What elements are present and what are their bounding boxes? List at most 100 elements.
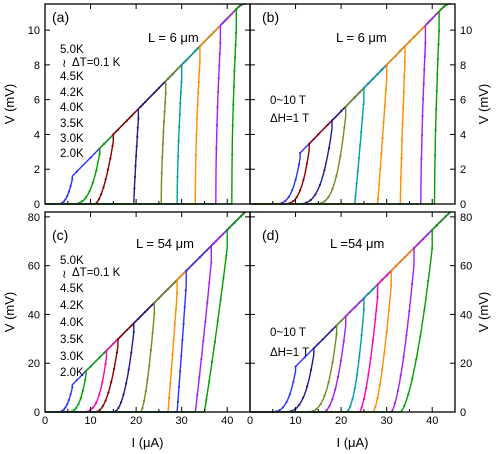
data-point xyxy=(349,405,352,408)
data-point xyxy=(288,393,291,396)
data-point xyxy=(405,334,408,337)
data-point xyxy=(435,108,438,111)
data-point xyxy=(180,63,183,66)
data-point xyxy=(136,135,139,138)
param-label: ΔT=0.1 K xyxy=(72,267,121,279)
data-point xyxy=(287,195,290,199)
data-point xyxy=(66,195,69,198)
data-point xyxy=(231,153,234,156)
data-point xyxy=(132,331,135,334)
data-point xyxy=(105,349,108,352)
data-point xyxy=(198,70,201,73)
data-point xyxy=(163,110,166,113)
data-point xyxy=(162,120,166,123)
data-point xyxy=(98,393,101,396)
data-point xyxy=(317,133,320,136)
data-point xyxy=(100,193,103,196)
data-point xyxy=(334,388,337,391)
data-point xyxy=(415,358,418,361)
data-point xyxy=(378,384,381,387)
data-point xyxy=(172,338,175,341)
data-point xyxy=(330,119,334,122)
data-point xyxy=(340,110,343,113)
data-point xyxy=(285,401,288,404)
data-point xyxy=(360,130,363,133)
data-point xyxy=(358,355,361,358)
data-point xyxy=(148,364,151,367)
data-point xyxy=(420,157,423,160)
data-point xyxy=(160,172,163,175)
data-point xyxy=(233,70,236,73)
y-tick-label: 2 xyxy=(34,164,40,176)
data-point xyxy=(422,98,425,101)
data-point xyxy=(133,187,136,190)
data-point xyxy=(180,81,183,84)
data-point xyxy=(278,409,281,412)
data-point xyxy=(157,297,160,300)
data-point xyxy=(196,393,199,396)
data-point xyxy=(110,381,113,384)
y-tick-label: 0 xyxy=(460,407,466,419)
data-point xyxy=(367,292,370,295)
data-point xyxy=(344,105,347,108)
data-point xyxy=(180,354,183,357)
param-label: 2.0K xyxy=(60,148,84,160)
y-tick-label: 4 xyxy=(460,129,466,141)
data-point xyxy=(111,144,114,147)
data-point xyxy=(321,338,324,341)
data-point xyxy=(354,194,357,197)
data-point xyxy=(197,80,200,84)
data-point xyxy=(102,186,105,189)
data-point xyxy=(233,56,237,59)
data-point xyxy=(104,363,107,366)
data-point xyxy=(161,156,164,159)
panel-tag: (a) xyxy=(52,9,69,25)
data-point xyxy=(113,367,116,370)
data-point xyxy=(380,152,383,155)
y-tick-label: 20 xyxy=(28,358,40,370)
data-point xyxy=(72,409,75,412)
data-point xyxy=(360,406,363,409)
data-point xyxy=(171,353,174,356)
data-point xyxy=(378,183,381,186)
data-point xyxy=(403,404,406,407)
data-point xyxy=(180,274,183,277)
x-tick-label: 0 xyxy=(42,415,48,427)
data-point xyxy=(294,178,297,181)
data-point xyxy=(403,75,406,78)
data-point xyxy=(423,55,426,58)
data-point xyxy=(411,282,414,286)
y-tick-label: 10 xyxy=(460,25,472,37)
data-point xyxy=(91,406,94,409)
data-point xyxy=(137,317,140,320)
data-point xyxy=(385,63,388,66)
data-point xyxy=(101,405,104,408)
data-point xyxy=(81,199,84,203)
data-point xyxy=(438,29,441,32)
data-point xyxy=(89,156,92,159)
data-point xyxy=(339,155,342,158)
x-tick-label: 10 xyxy=(84,415,96,427)
data-point xyxy=(169,75,172,78)
param-label: ΔH=1 T xyxy=(270,347,309,359)
data-point xyxy=(435,90,438,93)
data-point xyxy=(331,361,334,364)
data-point xyxy=(88,190,91,193)
data-point xyxy=(95,401,98,404)
data-point xyxy=(427,279,430,282)
param-label: 4.5K xyxy=(60,283,84,295)
data-point xyxy=(371,339,375,342)
param-label: 4.0K xyxy=(60,102,84,114)
data-point xyxy=(182,322,185,325)
data-point xyxy=(361,117,364,120)
data-point xyxy=(75,379,78,382)
data-point xyxy=(376,73,379,76)
param-label: 4.0K xyxy=(60,317,84,329)
panel-b: 0 2 4 6 8 10 V (mV) (b) L = 6 μm 0~10 T ΔH=1 T xyxy=(249,3,491,211)
range-tilde: ≀ xyxy=(62,58,66,70)
data-point xyxy=(423,68,426,71)
data-point xyxy=(343,126,346,129)
data-point xyxy=(299,189,302,192)
data-point xyxy=(223,19,226,22)
